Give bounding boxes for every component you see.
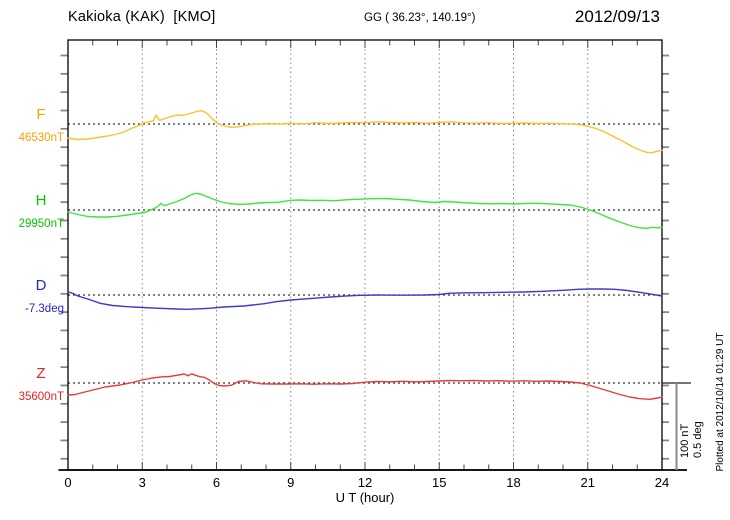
trace-H xyxy=(67,192,663,230)
scale-bar-label-deg: 0.5 deg xyxy=(692,421,704,458)
trace-Z xyxy=(67,373,663,400)
x-tick-0: 0 xyxy=(64,475,72,490)
channel-label-D: D -7.3deg xyxy=(0,277,64,315)
x-tick-3: 3 xyxy=(138,475,146,490)
x-tick-12: 12 xyxy=(357,475,373,490)
x-tick-15: 15 xyxy=(432,475,447,490)
x-tick-21: 21 xyxy=(580,475,595,490)
trace-F xyxy=(67,109,663,154)
channel-letter-H: H xyxy=(35,192,47,209)
x-tick-6: 6 xyxy=(212,475,221,490)
x-axis-label: U T (hour) xyxy=(335,490,395,505)
observation-date: 2012/09/13 xyxy=(574,7,660,26)
channel-label-Z: Z 35600nT xyxy=(0,365,64,403)
geographic-coordinates: GG ( 36.23°, 140.19°) xyxy=(364,12,476,24)
channel-letter-F: F xyxy=(36,106,46,123)
channel-letter-Z: Z xyxy=(36,365,46,382)
channel-baseline-value-F: 46530nT xyxy=(18,132,64,144)
channel-baseline-value-D: -7.3deg xyxy=(24,303,64,315)
channel-baseline-value-Z: 35600nT xyxy=(18,391,64,403)
channel-letter-D: D xyxy=(35,277,47,294)
trace-D xyxy=(67,288,663,310)
channel-label-H: H 29950nT xyxy=(0,192,64,230)
x-tick-24: 24 xyxy=(654,475,670,490)
station-title: Kakioka (KAK) [KMO] xyxy=(68,9,216,25)
x-tick-18: 18 xyxy=(506,475,521,490)
channel-label-F: F 46530nT xyxy=(0,106,64,144)
channel-baseline-value-H: 29950nT xyxy=(18,218,64,230)
scale-bar-label: 100 nT 0.5 deg xyxy=(679,394,705,458)
x-tick-9: 9 xyxy=(287,475,295,490)
plotted-at-note: Plotted at 2012/10/14 01:29 UT xyxy=(715,332,726,472)
scale-bar-label-nt: 100 nT xyxy=(679,423,691,458)
